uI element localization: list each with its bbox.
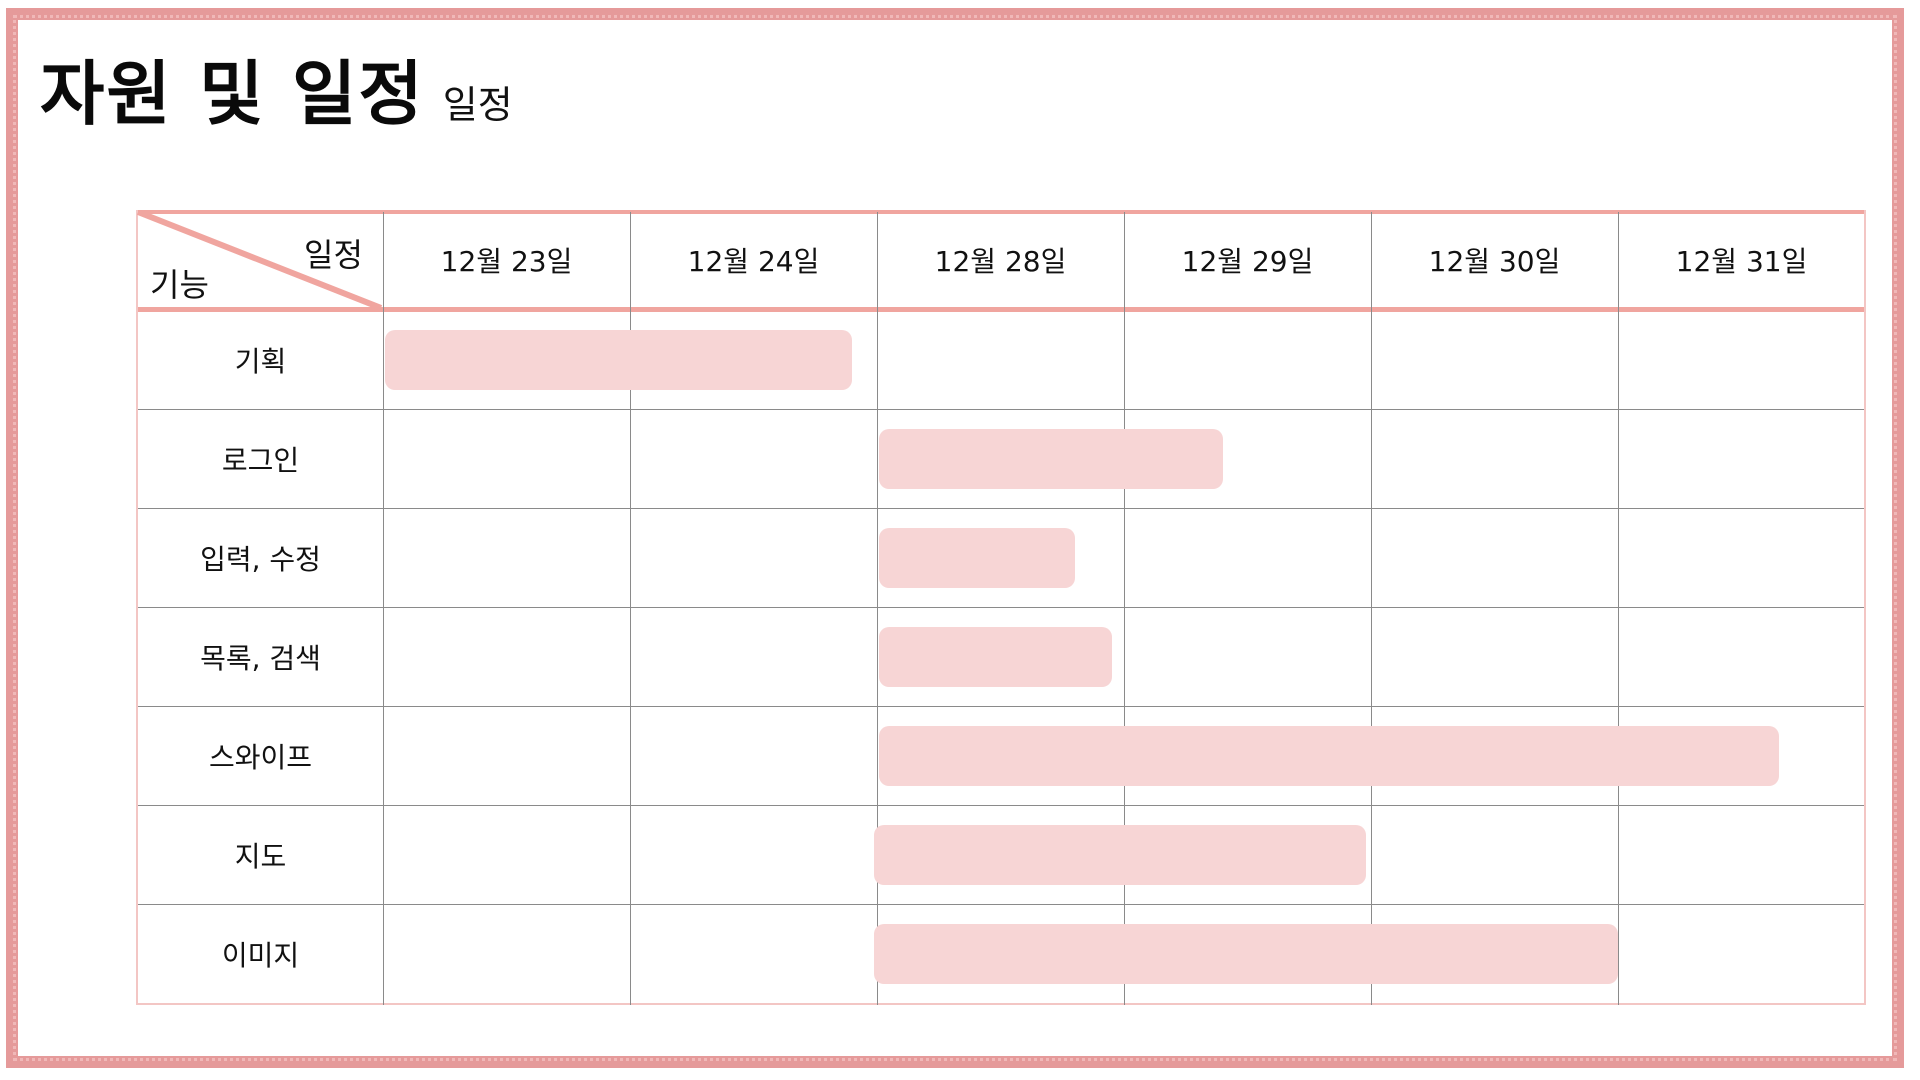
table-bottom-rule bbox=[136, 1003, 1866, 1005]
corner-diagonal bbox=[136, 210, 383, 310]
table-header-rule bbox=[136, 307, 1866, 312]
date-header: 12월 28일 bbox=[934, 245, 1067, 278]
grid-vertical-line bbox=[877, 212, 878, 1005]
grid-horizontal-line bbox=[138, 607, 1864, 608]
schedule-table: 일정 기능 12월 23일 12월 24일 12월 28일 12월 29일 12월 30… bbox=[136, 210, 1866, 1005]
slide-frame bbox=[6, 8, 1904, 1068]
grid-vertical-line bbox=[630, 212, 631, 1005]
feature-label: 지도 bbox=[234, 840, 287, 873]
gantt-bar bbox=[874, 825, 1367, 885]
grid-horizontal-line bbox=[138, 904, 1864, 905]
feature-label: 로그인 bbox=[221, 444, 300, 477]
date-header: 12월 30일 bbox=[1428, 245, 1561, 278]
page-subtitle: 일정 bbox=[442, 83, 513, 127]
date-header: 12월 24일 bbox=[687, 245, 820, 278]
corner-column-header: 일정 bbox=[304, 236, 363, 274]
feature-label: 스와이프 bbox=[208, 741, 313, 774]
gantt-bar bbox=[879, 726, 1779, 786]
grid-horizontal-line bbox=[138, 508, 1864, 509]
grid-horizontal-line bbox=[138, 805, 1864, 806]
grid-vertical-line bbox=[1124, 212, 1125, 1005]
gantt-bar bbox=[879, 528, 1075, 588]
table-top-rule bbox=[136, 210, 1866, 214]
gantt-bar bbox=[879, 429, 1223, 489]
gantt-bar bbox=[385, 330, 853, 390]
table-left-rule bbox=[136, 210, 138, 1005]
grid-horizontal-line bbox=[138, 409, 1864, 410]
corner-diagonal-line bbox=[136, 210, 383, 310]
table-right-rule bbox=[1864, 210, 1866, 1005]
feature-label: 이미지 bbox=[221, 939, 300, 972]
date-header: 12월 29일 bbox=[1181, 245, 1314, 278]
page-title: 자원 및 일정 bbox=[40, 53, 425, 135]
date-header: 12월 31일 bbox=[1675, 245, 1808, 278]
title-block: 자원 및 일정 일정 bbox=[40, 38, 513, 139]
feature-label: 입력, 수정 bbox=[200, 543, 321, 576]
grid-horizontal-line bbox=[138, 706, 1864, 707]
grid-vertical-line bbox=[1618, 212, 1619, 1005]
feature-label: 기획 bbox=[234, 345, 287, 378]
grid-vertical-line bbox=[383, 212, 384, 1005]
gantt-bar bbox=[879, 627, 1112, 687]
gantt-bar bbox=[874, 924, 1618, 984]
date-header: 12월 23일 bbox=[440, 245, 573, 278]
feature-label: 목록, 검색 bbox=[200, 642, 321, 675]
corner-row-header: 기능 bbox=[150, 266, 209, 304]
grid-vertical-line bbox=[1371, 212, 1372, 1005]
